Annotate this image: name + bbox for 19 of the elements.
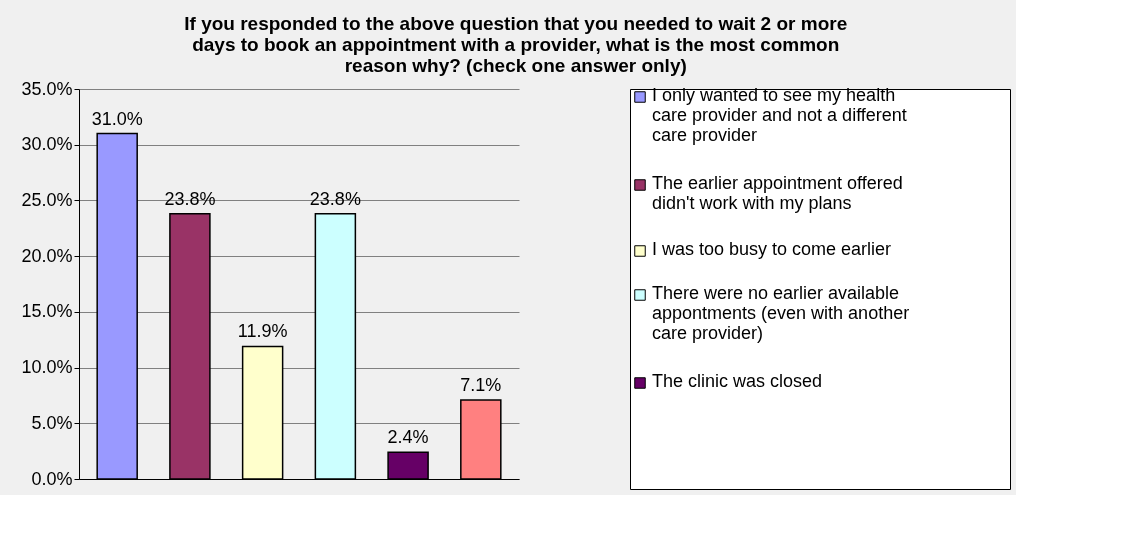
- legend-label: The earlier appointment offered didn't work with my plans: [652, 173, 903, 213]
- y-tick-label: 35.0%: [21, 78, 73, 99]
- data-label: 31.0%: [91, 108, 143, 129]
- y-tick-label: 0.0%: [31, 468, 73, 489]
- data-label: 11.9%: [237, 321, 288, 342]
- legend-label: The clinic was closed: [652, 371, 823, 391]
- y-tick-label: 30.0%: [21, 134, 73, 155]
- y-tick-label: 10.0%: [21, 357, 73, 378]
- data-label: 7.1%: [460, 374, 502, 395]
- y-tick-label: 25.0%: [21, 189, 73, 210]
- y-tick-label: 15.0%: [21, 301, 73, 322]
- y-tick-label: 20.0%: [21, 245, 73, 266]
- data-label: 23.8%: [164, 188, 216, 209]
- legend-label: There were no earlier available appontments (even with another care provider): [652, 283, 910, 343]
- data-label: 2.4%: [387, 427, 429, 448]
- chart-title: If you responded to the above question that you needed to wait 2 or more days to book an appointment with a provider, what is the most common reason why? (check one answer only): [184, 13, 848, 76]
- data-label: 23.8%: [309, 188, 361, 209]
- y-tick-label: 5.0%: [31, 412, 73, 433]
- legend-label: I was too busy to come earlier: [652, 239, 892, 259]
